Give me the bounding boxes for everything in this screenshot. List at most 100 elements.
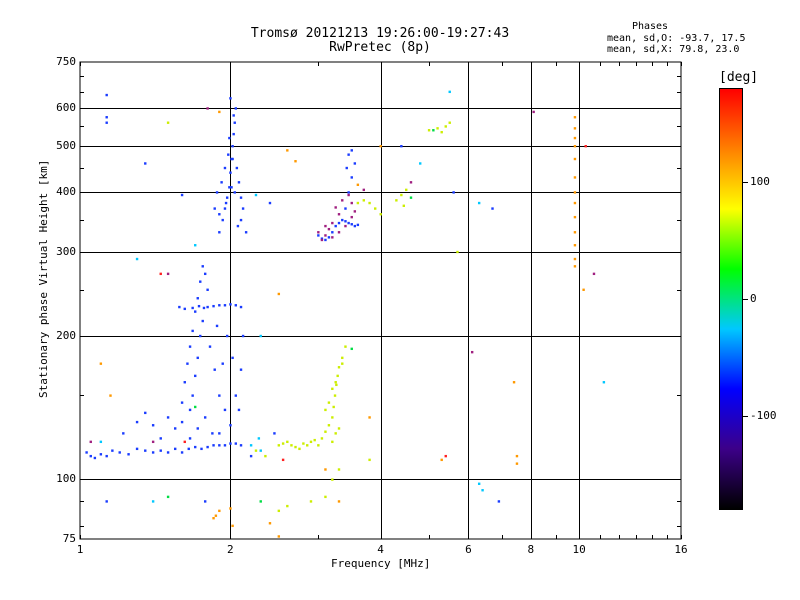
data-point [264,454,267,458]
data-point [93,456,97,460]
data-point [336,374,339,378]
data-point [218,213,221,216]
data-point [395,199,398,202]
data-point [196,427,199,430]
data-point [327,236,331,239]
data-point [234,394,238,397]
data-point [350,176,353,179]
x-tick-label: 1 [76,543,84,556]
data-point [491,207,494,210]
data-point [573,127,577,130]
axis-ticks [80,62,682,539]
data-point [452,191,455,194]
data-point [347,191,350,194]
data-point [234,304,238,307]
data-point [180,401,184,404]
colorbar-tick-mark [743,181,748,183]
data-point [324,408,327,412]
data-point [232,132,235,136]
data-point [197,304,201,308]
chart-subtitle: RwPretec (8p) [329,40,431,55]
data-point [188,345,192,348]
data-point [350,215,353,219]
data-point [234,107,238,110]
data-point [89,454,92,458]
data-point [584,144,587,148]
data-point [244,231,248,234]
data-point [212,444,215,447]
data-point [223,166,227,170]
data-point [309,500,313,503]
data-point [218,110,221,114]
data-point [228,136,231,140]
data-point [497,500,501,503]
data-point [337,468,341,471]
data-point [582,288,585,291]
data-point [405,188,408,192]
x-axis-label: Frequency [MHz] [331,557,431,570]
data-point [277,509,281,513]
data-point [470,350,474,354]
data-point [432,129,435,132]
data-point [350,223,353,226]
data-point [239,444,243,447]
data-point [231,144,234,148]
data-point [135,420,139,424]
data-point [241,334,245,338]
data-point [259,449,262,452]
data-point [320,238,324,242]
data-point [573,116,577,119]
data-point [350,149,353,152]
data-point [512,381,516,384]
data-point [374,207,377,210]
data-point [221,362,224,365]
data-point [332,405,335,409]
data-point [334,206,337,209]
data-point [309,440,313,444]
data-point [223,444,227,447]
y-tick-label: 400 [56,185,76,199]
data-point [573,231,577,234]
data-point [213,207,216,210]
data-point [180,193,184,197]
data-point [237,181,241,184]
data-point [159,437,162,440]
data-point [105,454,108,458]
data-point [259,500,262,503]
data-point [105,121,108,124]
data-point [196,356,199,360]
data-point [85,451,88,454]
data-point [212,304,215,308]
data-point [573,144,577,148]
data-point [199,334,202,338]
data-point [573,244,577,247]
data-point [196,297,199,300]
data-point [320,437,324,440]
data-point [212,517,215,520]
data-point [331,236,334,239]
data-point [573,157,577,161]
data-point [302,442,305,445]
data-point [356,183,360,186]
data-point [225,334,229,338]
data-point [183,381,186,384]
plot-frame [79,61,682,540]
y-tick-label: 750 [56,55,76,68]
data-point [201,265,204,268]
data-point [218,444,221,447]
data-point [448,121,451,124]
data-point [249,454,253,458]
data-point [444,125,447,128]
colorbar-tick-mark [743,299,748,300]
data-point [194,244,197,247]
data-point [220,181,223,184]
data-point [592,272,596,276]
data-point [350,347,353,351]
data-point [362,199,366,202]
data-point [229,507,232,510]
data-point [324,238,327,242]
data-point [99,453,103,456]
data-point [99,440,103,444]
x-tick-label: 8 [527,543,535,556]
data-point [231,157,234,161]
